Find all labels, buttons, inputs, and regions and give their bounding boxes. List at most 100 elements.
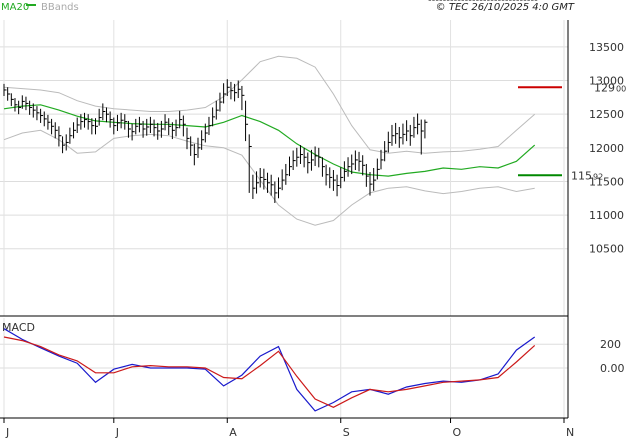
ohlc-bar bbox=[146, 118, 150, 136]
ohlc-bar bbox=[278, 177, 282, 199]
ohlc-bar bbox=[336, 174, 340, 197]
ohlc-bar bbox=[18, 100, 22, 115]
x-tick-label: O bbox=[453, 426, 462, 439]
ohlc-bar bbox=[25, 96, 29, 111]
price-y-tick-label: 13000 bbox=[589, 75, 624, 88]
ohlc-bar bbox=[212, 107, 216, 127]
ohlc-bar bbox=[62, 136, 66, 154]
ohlc-bar bbox=[124, 114, 128, 130]
legend-swatch-ma20 bbox=[26, 4, 36, 6]
ohlc-bar bbox=[54, 122, 58, 139]
ohlc-bar bbox=[164, 114, 168, 131]
ohlc-bar bbox=[252, 174, 256, 199]
ohlc-bar bbox=[263, 168, 267, 190]
ohlc-bar bbox=[288, 156, 292, 177]
ohlc-bar bbox=[296, 147, 300, 167]
ohlc-bar bbox=[201, 130, 205, 150]
x-tick-label: N bbox=[566, 426, 574, 439]
ohlc-bar bbox=[197, 137, 201, 158]
x-tick-label: S bbox=[343, 426, 350, 439]
ohlc-bar bbox=[84, 112, 88, 128]
ohlc-bar bbox=[113, 117, 117, 135]
ohlc-bar bbox=[73, 122, 77, 139]
ohlc-bar bbox=[171, 122, 175, 140]
price-level-label: 11592 bbox=[571, 169, 603, 182]
ohlc-bar bbox=[241, 85, 245, 111]
ma20-line bbox=[3, 104, 536, 177]
bbands-lower-line bbox=[3, 129, 535, 226]
source-timestamp: © TEC 26/10/2025 4:0 GMT bbox=[436, 2, 575, 13]
ohlc-bar bbox=[65, 134, 69, 151]
price-level-label-decimals: 92 bbox=[593, 172, 603, 181]
ohlc-bar bbox=[7, 87, 11, 101]
ohlc-bar bbox=[208, 116, 212, 136]
ohlc-bar bbox=[329, 167, 333, 189]
ohlc-bar bbox=[358, 151, 362, 172]
ohlc-bar bbox=[10, 93, 14, 107]
ohlc-bar bbox=[190, 136, 194, 156]
ohlc-bar bbox=[95, 118, 99, 135]
ohlc-bar bbox=[362, 155, 366, 176]
ohlc-bar bbox=[219, 92, 223, 112]
macd-panel: MACD 0.00 200 bbox=[0, 318, 625, 418]
ohlc-bar bbox=[69, 127, 73, 144]
macd-series-macd bbox=[3, 328, 536, 412]
ohlc-bar bbox=[40, 108, 44, 123]
ohlc-bar bbox=[131, 123, 135, 141]
x-tick-label: A bbox=[229, 426, 237, 439]
ohlc-bar bbox=[226, 79, 230, 97]
ohlc-bar bbox=[168, 118, 172, 136]
ohlc-bar bbox=[373, 168, 377, 191]
price-y-tick-label: 12000 bbox=[589, 142, 624, 155]
ohlc-bar bbox=[398, 126, 402, 148]
macd-y-tick-label: 200 bbox=[600, 338, 621, 351]
ohlc-bar bbox=[186, 127, 190, 150]
ohlc-bar bbox=[406, 120, 410, 142]
ohlc-bar bbox=[120, 112, 124, 129]
price-grid bbox=[0, 20, 568, 316]
macd-y-tick-labels: 0.00 200 bbox=[600, 338, 625, 375]
ohlc-bar bbox=[109, 111, 113, 128]
ohlc-bar bbox=[234, 83, 238, 102]
macd-grid bbox=[0, 318, 568, 418]
ohlc-bar bbox=[325, 164, 329, 186]
ohlc-bar bbox=[395, 122, 399, 144]
ohlc-bar bbox=[387, 131, 391, 153]
ohlc-bar bbox=[365, 163, 369, 187]
ohlc-bar bbox=[354, 150, 358, 171]
legend-bbands: BBands bbox=[41, 2, 79, 13]
price-y-tick-label: 11500 bbox=[589, 175, 624, 188]
ohlc-bar bbox=[160, 120, 164, 138]
price-level-marker: 11592 bbox=[518, 169, 603, 182]
ohlc-bar bbox=[76, 117, 80, 134]
ohlc-bar bbox=[314, 146, 318, 166]
ohlc-bar bbox=[285, 163, 289, 185]
ohlc-bar bbox=[303, 147, 307, 168]
ohlc-bar bbox=[135, 118, 139, 135]
ohlc-bar bbox=[149, 116, 153, 134]
macd-title: MACD bbox=[2, 321, 35, 334]
ohlc-bar bbox=[424, 119, 428, 139]
ohlc-bar bbox=[409, 124, 413, 146]
ohlc-bar bbox=[80, 114, 84, 130]
ohlc-bar bbox=[292, 150, 296, 171]
ohlc-bar bbox=[402, 123, 406, 145]
ohlc-bar bbox=[384, 141, 388, 162]
ma20-line-path bbox=[3, 104, 536, 177]
ohlc-bar bbox=[340, 167, 344, 189]
ohlc-bar bbox=[223, 83, 227, 104]
ohlc-bar bbox=[321, 157, 325, 177]
price-panel: 10500 11000 11500 12000 12500 13000 13500 1290… bbox=[0, 0, 626, 316]
ohlc-bar bbox=[256, 171, 260, 194]
ohlc-bar bbox=[343, 161, 347, 182]
ohlc-bar bbox=[274, 181, 278, 203]
price-y-tick-label: 10500 bbox=[589, 243, 624, 256]
macd-series-signal bbox=[3, 336, 536, 408]
price-y-tick-label: 11000 bbox=[589, 209, 624, 222]
ohlc-bar bbox=[91, 118, 95, 135]
ohlc-bar bbox=[310, 149, 314, 171]
ohlc-bar bbox=[179, 110, 183, 129]
ohlc-bar bbox=[47, 114, 51, 130]
ohlc-bar bbox=[21, 95, 25, 109]
